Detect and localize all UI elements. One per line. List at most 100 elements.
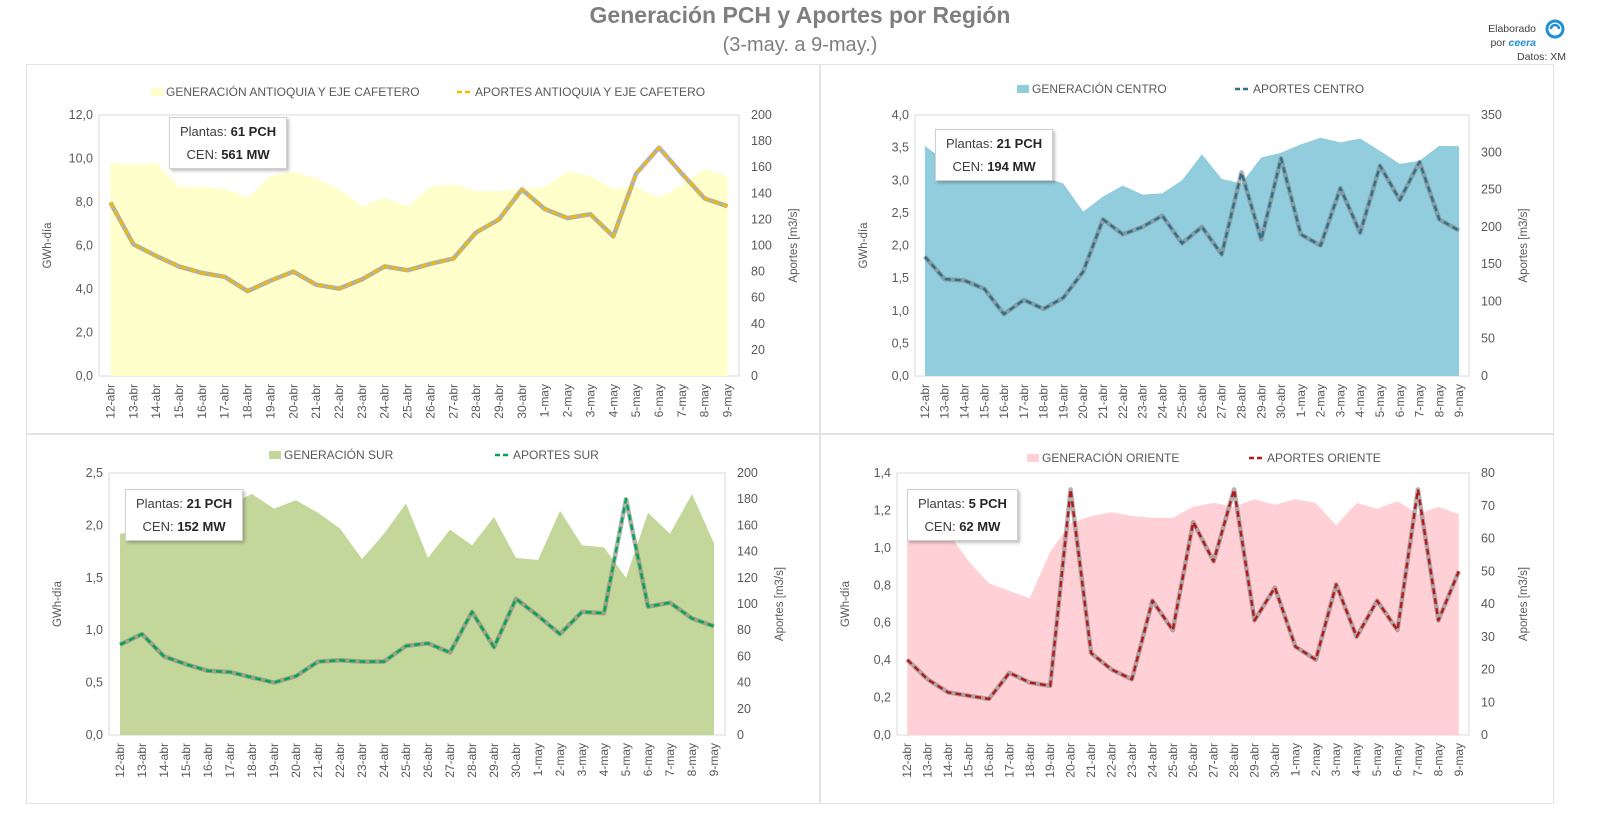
- y2-axis-title: Aportes [m3/s]: [1518, 567, 1530, 641]
- x-tick-label: 28-abr: [465, 743, 479, 778]
- y2-axis-title: Aportes [m3/s]: [1518, 208, 1530, 282]
- y-tick-label: 1,0: [874, 541, 891, 555]
- x-tick-label: 21-abr: [311, 743, 325, 778]
- x-tick-label: 13-abr: [938, 384, 952, 419]
- x-tick-label: 28-abr: [1227, 743, 1241, 778]
- x-tick-label: 3-may: [575, 743, 589, 776]
- x-tick-label: 29-abr: [1248, 743, 1262, 778]
- x-tick-label: 12-abr: [103, 384, 117, 419]
- y-axis-title: GWh-día: [858, 222, 870, 269]
- y2-tick-label: 120: [751, 212, 772, 226]
- legend-generation-label: GENERACIÓN ORIENTE: [1042, 450, 1179, 465]
- x-tick-label: 9-may: [721, 384, 735, 417]
- x-tick-label: 8-may: [685, 743, 699, 776]
- y2-tick-label: 200: [1481, 220, 1502, 234]
- y2-tick-label: 80: [1481, 466, 1495, 480]
- x-tick-label: 8-may: [1431, 743, 1445, 776]
- credit-block: Elaborado por ceera Datos: XM: [1456, 19, 1566, 64]
- x-tick-label: 25-abr: [401, 384, 415, 419]
- cen-value: 194 MW: [987, 159, 1036, 174]
- x-tick-label: 5-may: [1370, 743, 1384, 776]
- x-tick-label: 9-may: [1452, 743, 1466, 776]
- x-tick-label: 4-may: [597, 743, 611, 776]
- legend-generation-swatch: [151, 88, 163, 96]
- x-tick-label: 1-may: [1288, 743, 1302, 776]
- x-tick-label: 26-abr: [1186, 743, 1200, 778]
- x-tick-label: 15-abr: [977, 384, 991, 419]
- y-tick-label: 0,0: [892, 369, 909, 383]
- x-tick-label: 27-abr: [1207, 743, 1221, 778]
- x-tick-label: 21-abr: [1084, 743, 1098, 778]
- y-tick-label: 4,0: [76, 282, 93, 296]
- info-box-oriente: Plantas: 5 PCH CEN: 62 MW: [907, 489, 1018, 541]
- y-tick-label: 0,8: [874, 578, 891, 592]
- y-tick-label: 1,2: [874, 503, 891, 517]
- y2-tick-label: 50: [1481, 332, 1495, 346]
- info-box-sur: Plantas: 21 PCH CEN: 152 MW: [125, 489, 244, 541]
- credit-brand: ceera: [1508, 37, 1536, 49]
- y2-tick-label: 120: [737, 571, 758, 585]
- x-tick-label: 26-abr: [421, 743, 435, 778]
- x-tick-label: 7-may: [1411, 743, 1425, 776]
- x-tick-label: 15-abr: [962, 743, 976, 778]
- panel-oriente: 0,0 0,2 0,4 0,6 0,8 1,0 1,2 1,4 0 10 20 30 40 50 60 70 8…: [820, 434, 1554, 804]
- x-tick-label: 14-abr: [157, 743, 171, 778]
- generation-area: [120, 494, 714, 735]
- x-tick-label: 3-may: [1333, 384, 1347, 417]
- y2-tick-label: 20: [1481, 663, 1495, 677]
- x-tick-label: 17-abr: [1002, 743, 1016, 778]
- legend-generation-swatch: [1027, 454, 1039, 462]
- x-tick-label: 16-abr: [201, 743, 215, 778]
- y-tick-label: 2,0: [76, 326, 93, 340]
- x-tick-label: 3-may: [583, 384, 597, 417]
- y2-tick-label: 70: [1481, 499, 1495, 513]
- aportes-line: [119, 497, 715, 684]
- y-tick-label: 0,4: [874, 653, 891, 667]
- y-tick-label: 0,0: [874, 728, 891, 742]
- x-tick-label: 29-abr: [1254, 384, 1268, 419]
- generation-area: [110, 162, 728, 376]
- legend-generation-label: GENERACIÓN CENTRO: [1032, 81, 1167, 96]
- x-tick-label: 24-abr: [1155, 384, 1169, 419]
- y-tick-label: 2,0: [892, 239, 909, 253]
- x-tick-label: 14-abr: [149, 384, 163, 419]
- x-tick-label: 6-may: [1393, 384, 1407, 417]
- y2-tick-label: 0: [1481, 369, 1488, 383]
- chart-sur: 0,0 0,5 1,0 1,5 2,0 2,5 0 20 40 60 80 100 120 140 160 1…: [52, 447, 786, 778]
- x-tick-label: 20-abr: [1076, 384, 1090, 419]
- y2-tick-label: 40: [1481, 597, 1495, 611]
- x-tick-label: 16-abr: [982, 743, 996, 778]
- y2-tick-label: 140: [751, 186, 772, 200]
- x-tick-label: 9-may: [1452, 384, 1466, 417]
- x-tick-label: 30-abr: [509, 743, 523, 778]
- legend-aportes-label: APORTES ORIENTE: [1267, 451, 1381, 465]
- y2-tick-label: 40: [737, 676, 751, 690]
- generation-area: [907, 499, 1459, 735]
- y2-tick-label: 20: [751, 343, 765, 357]
- x-tick-label: 7-may: [663, 743, 677, 776]
- x-tick-label: 1-may: [538, 384, 552, 417]
- panel-centro: 0,0 0,5 1,0 1,5 2,0 2,5 3,0 3,5 4,0 0 50 100 150 200 2…: [820, 64, 1554, 434]
- x-tick-label: 18-abr: [1023, 743, 1037, 778]
- chart-antioquia: 0,0 2,0 4,0 6,0 8,0 10,0 12,0 0 20 40 60 80 100 120 14…: [42, 84, 800, 419]
- x-tick-label: 12-abr: [900, 743, 914, 778]
- x-tick-label: 24-abr: [378, 384, 392, 419]
- cen-label: CEN:: [924, 519, 956, 534]
- y-tick-label: 12,0: [69, 108, 93, 122]
- x-tick-label: 13-abr: [921, 743, 935, 778]
- x-tick-label: 30-abr: [1268, 743, 1282, 778]
- x-tick-label: 3-may: [1329, 743, 1343, 776]
- x-tick-label: 20-abr: [286, 384, 300, 419]
- cen-value: 561 MW: [221, 147, 270, 162]
- report-header: Generación PCH y Aportes por Región (3-m…: [0, 0, 1600, 64]
- y-tick-label: 0,0: [76, 369, 93, 383]
- legend-aportes-label: APORTES SUR: [513, 448, 599, 462]
- y2-axis-title: Aportes [m3/s]: [774, 567, 786, 641]
- y-tick-label: 8,0: [76, 195, 93, 209]
- y-tick-label: 0,0: [86, 728, 103, 742]
- y-tick-label: 1,0: [86, 623, 103, 637]
- x-tick-label: 25-abr: [1175, 384, 1189, 419]
- y2-tick-label: 20: [737, 702, 751, 716]
- x-tick-label: 26-abr: [1195, 384, 1209, 419]
- x-tick-label: 19-abr: [1043, 743, 1057, 778]
